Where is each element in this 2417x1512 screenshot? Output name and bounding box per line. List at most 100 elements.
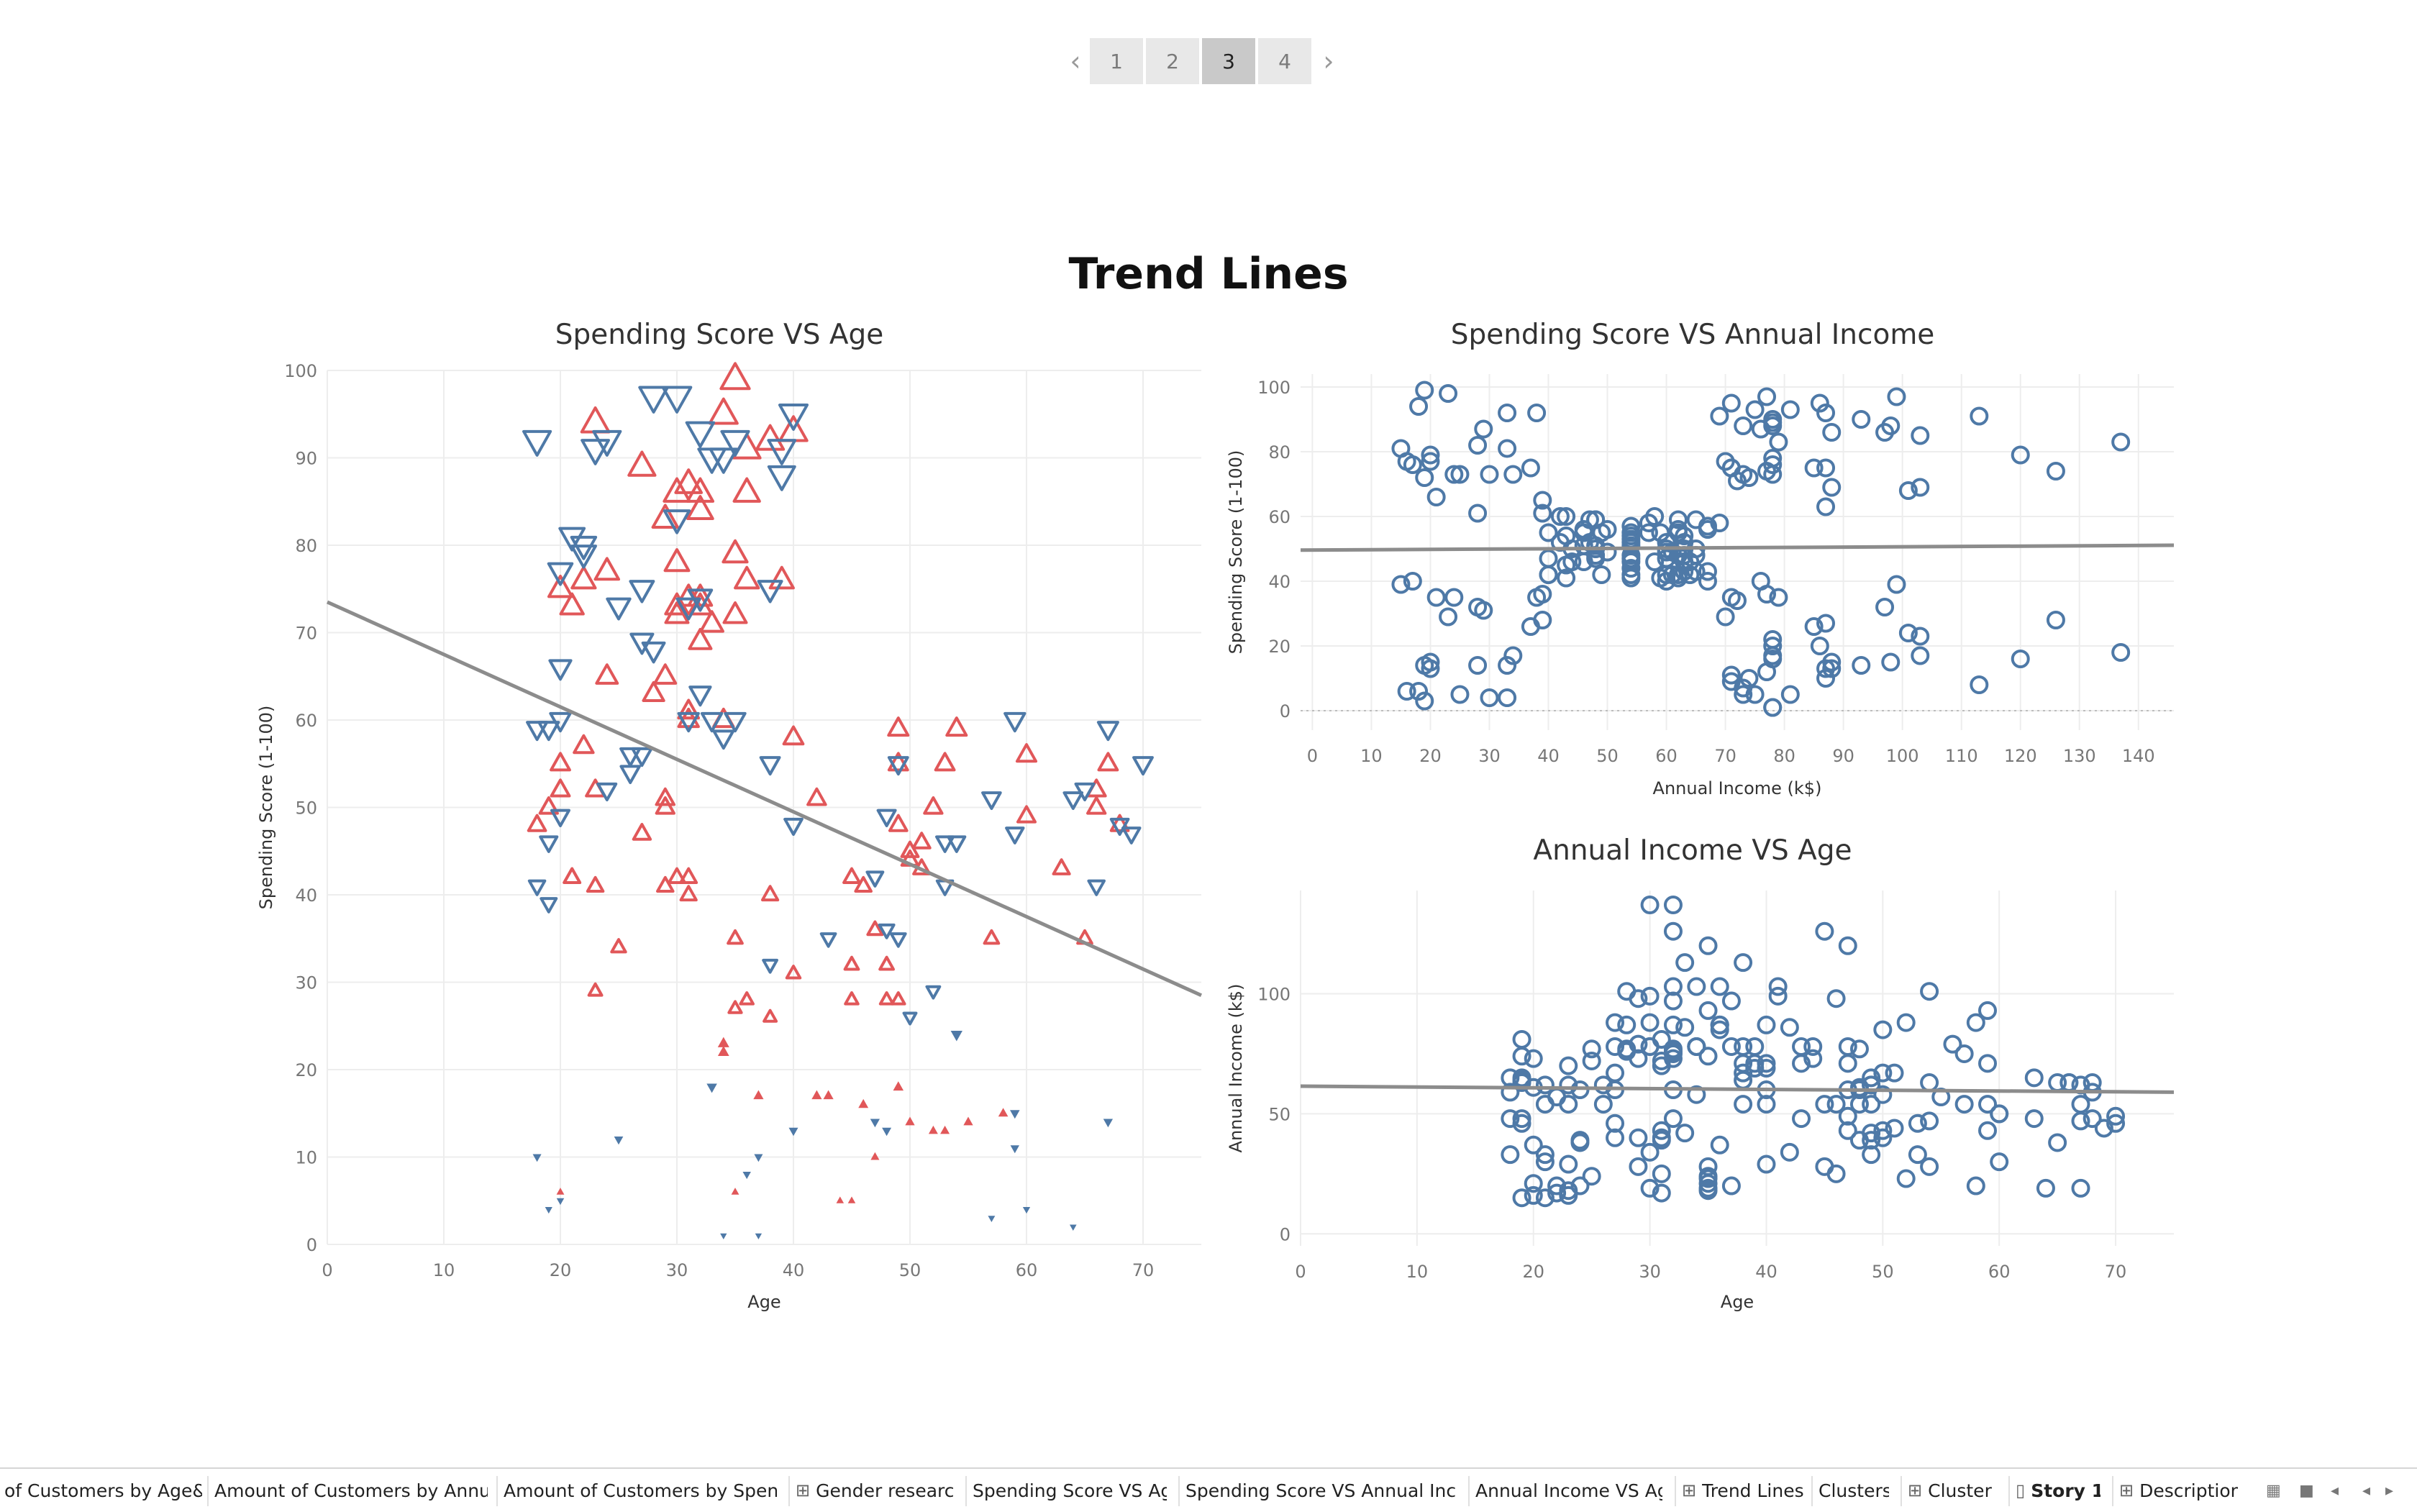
- data-point: [1838, 1054, 1857, 1073]
- filmstrip-icon[interactable]: ■: [2299, 1481, 2314, 1500]
- x-tick-label: 130: [2063, 746, 2096, 766]
- data-point: [1721, 1176, 1741, 1196]
- data-point: [727, 929, 744, 945]
- data-point: [844, 991, 860, 1006]
- data-point: [1087, 879, 1106, 896]
- data-point: [1397, 682, 1416, 701]
- data-point: [2111, 643, 2131, 662]
- data-point: [1663, 896, 1683, 915]
- data-point: [1562, 552, 1582, 571]
- data-point: [1409, 397, 1429, 416]
- x-tick-label: 80: [1773, 746, 1795, 766]
- next-sheet-icon[interactable]: ▸: [2385, 1481, 2394, 1500]
- data-point: [1015, 743, 1038, 763]
- data-point: [675, 583, 702, 607]
- data-point: [686, 495, 714, 520]
- data-point: [677, 711, 700, 733]
- sheet-tab-12[interactable]: ⊞ Description: [2119, 1469, 2238, 1512]
- data-point: [619, 765, 641, 785]
- data-point: [1757, 585, 1777, 604]
- y-tick-label: 50: [295, 798, 317, 819]
- dashboard-icon: ⊞: [796, 1480, 811, 1500]
- sheet-tab-1[interactable]: of Customers by Age&G...: [4, 1469, 202, 1512]
- data-point: [1970, 406, 1989, 426]
- chevron-left-icon[interactable]: ‹: [1070, 45, 1081, 77]
- data-point: [1444, 588, 1464, 607]
- data-point: [1512, 1109, 1531, 1129]
- data-point: [940, 1125, 950, 1134]
- page-button-4[interactable]: 4: [1258, 38, 1311, 84]
- data-point: [1816, 458, 1836, 478]
- data-point: [1816, 404, 1836, 422]
- data-point: [2094, 1119, 2113, 1138]
- data-point: [545, 1206, 552, 1214]
- data-point: [925, 985, 942, 1000]
- data-point: [1498, 439, 1517, 458]
- data-point: [651, 504, 679, 529]
- prev-sheet-icon[interactable]: ◂: [2362, 1481, 2371, 1500]
- y-tick-label: 20: [295, 1060, 317, 1080]
- first-sheet-icon[interactable]: ◂: [2331, 1481, 2339, 1500]
- x-axis-label: Age: [1721, 1292, 1754, 1312]
- data-point: [858, 1098, 869, 1108]
- sheet-tab-8[interactable]: ⊞ Trend Lines: [1682, 1469, 1804, 1512]
- data-point: [1582, 1039, 1601, 1059]
- x-tick-label: 30: [666, 1260, 688, 1280]
- series-1: [1501, 896, 2126, 1208]
- sheet-tab-2[interactable]: Amount of Customers by Annual...: [214, 1469, 488, 1512]
- page-button-3[interactable]: 3: [1202, 38, 1255, 84]
- sheet-tab-5[interactable]: Spending Score VS Age: [973, 1469, 1167, 1512]
- data-point: [1652, 1164, 1671, 1183]
- page-button-1[interactable]: 1: [1090, 38, 1143, 84]
- sheet-tab-7[interactable]: Annual Income VS Age: [1475, 1469, 1662, 1512]
- data-point: [1804, 458, 1824, 478]
- data-point: [547, 575, 573, 598]
- data-point: [1849, 1078, 1869, 1097]
- page-button-2[interactable]: 2: [1146, 38, 1199, 84]
- dashboard-icon: ⊞: [1908, 1480, 1923, 1500]
- data-point: [1444, 465, 1464, 484]
- data-point: [1663, 977, 1683, 996]
- data-point: [1498, 404, 1517, 422]
- data-point: [1757, 387, 1777, 406]
- data-point: [1734, 953, 1753, 973]
- data-point: [1069, 1224, 1077, 1231]
- tab-divider: [1468, 1476, 1470, 1506]
- data-point: [889, 932, 907, 948]
- data-point: [1716, 607, 1735, 627]
- chevron-right-icon[interactable]: ›: [1323, 45, 1334, 77]
- data-point: [1698, 1157, 1718, 1176]
- x-tick-label: 50: [899, 1260, 921, 1280]
- sheet-tab-6[interactable]: Spending Score VS Annual Inco...: [1185, 1469, 1455, 1512]
- data-point: [1698, 572, 1717, 591]
- data-point: [722, 601, 748, 624]
- trend-line: [1300, 543, 2175, 552]
- data-point: [1862, 1131, 1881, 1150]
- sheet-tab-10[interactable]: ⊞ Cluster: [1908, 1469, 1995, 1512]
- sheet-tab-3[interactable]: Amount of Customers by Spendi...: [504, 1469, 777, 1512]
- data-point: [1617, 1039, 1637, 1059]
- data-point: [679, 867, 698, 884]
- data-point: [755, 1233, 763, 1240]
- data-point: [1524, 1135, 1543, 1155]
- data-point: [1403, 572, 1422, 591]
- data-point: [1675, 527, 1694, 545]
- data-point: [1911, 478, 1930, 497]
- data-point: [1898, 624, 1918, 642]
- sheet-tab-9[interactable]: Clusters: [1819, 1469, 1889, 1512]
- y-tick-label: 50: [1268, 1104, 1291, 1124]
- sheet-tab-11[interactable]: ▯ Story 1: [2016, 1469, 2100, 1512]
- data-point: [1559, 1075, 1578, 1095]
- x-tick-label: 50: [1596, 746, 1619, 766]
- x-tick-label: 30: [1639, 1262, 1661, 1282]
- grid-view-icon[interactable]: ▦: [2266, 1481, 2281, 1500]
- data-point: [688, 627, 713, 650]
- data-point: [593, 557, 621, 581]
- data-point: [1524, 1185, 1543, 1205]
- data-point: [1710, 406, 1729, 426]
- data-point: [1524, 1049, 1543, 1068]
- data-point: [550, 809, 570, 827]
- data-point: [811, 1090, 822, 1100]
- data-point: [1881, 652, 1901, 672]
- sheet-tab-4[interactable]: ⊞ Gender research: [796, 1469, 954, 1512]
